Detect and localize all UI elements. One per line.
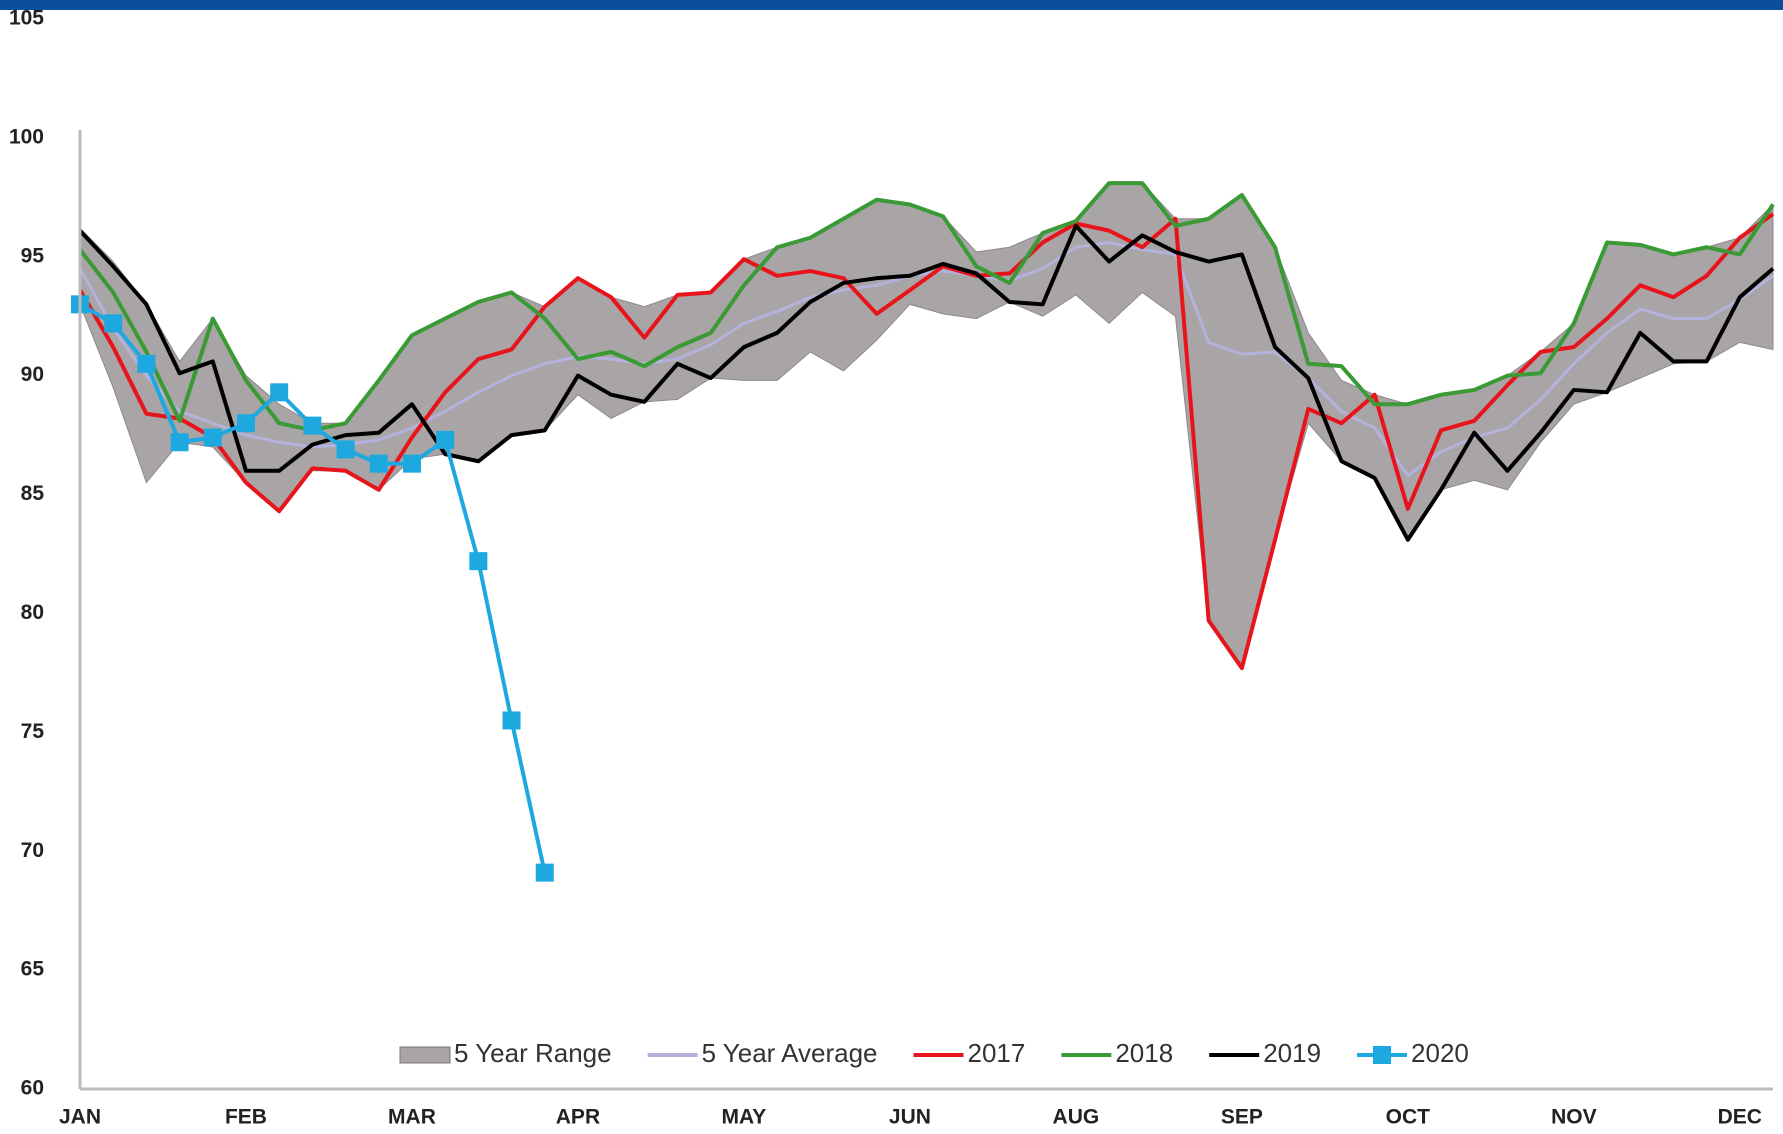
y-tick-label: 80 xyxy=(21,601,44,624)
marker xyxy=(170,433,189,452)
series-line xyxy=(78,181,1775,433)
legend-swatch xyxy=(399,1046,451,1064)
y-tick-label: 75 xyxy=(21,720,45,743)
legend-marker xyxy=(1373,1046,1392,1064)
marker xyxy=(270,383,289,402)
legend-label: 2019 xyxy=(1263,1038,1321,1068)
marker xyxy=(137,354,156,373)
marker xyxy=(469,552,488,571)
top-bar xyxy=(0,0,1783,10)
series-line xyxy=(78,212,1775,671)
marker xyxy=(369,454,388,473)
y-tick-label: 90 xyxy=(21,363,44,386)
marker xyxy=(402,454,421,473)
marker xyxy=(203,428,222,447)
legend-label: 5 Year Average xyxy=(702,1038,878,1068)
marker xyxy=(436,430,455,449)
series-line xyxy=(78,223,1775,542)
legend-label: 5 Year Range xyxy=(454,1038,612,1068)
series-line xyxy=(78,241,1774,478)
x-tick-label: JUN xyxy=(889,1106,931,1129)
x-tick-label: MAY xyxy=(722,1106,767,1129)
y-tick-label: 70 xyxy=(21,839,44,862)
legend-label: 2020 xyxy=(1411,1038,1469,1068)
x-tick-label: APR xyxy=(556,1106,600,1129)
y-tick-label: 60 xyxy=(21,1077,44,1100)
x-tick-label: SEP xyxy=(1221,1106,1263,1129)
marker xyxy=(104,314,123,333)
y-tick-label: 95 xyxy=(21,244,45,267)
y-tick-label: 100 xyxy=(9,125,44,148)
marker xyxy=(502,711,521,730)
marker xyxy=(303,416,322,435)
x-tick-label: FEB xyxy=(225,1106,267,1129)
marker xyxy=(535,863,554,882)
range-area xyxy=(79,182,1774,670)
y-tick-label: 105 xyxy=(9,7,44,30)
x-tick-label: JAN xyxy=(59,1106,101,1129)
x-tick-label: OCT xyxy=(1386,1106,1431,1129)
legend-label: 2018 xyxy=(1115,1038,1173,1068)
x-tick-label: MAR xyxy=(388,1106,436,1129)
marker xyxy=(236,414,255,433)
y-tick-label: 65 xyxy=(21,958,45,981)
x-tick-label: DEC xyxy=(1718,1106,1762,1129)
x-tick-label: NOV xyxy=(1551,1106,1597,1129)
y-tick-label: 85 xyxy=(21,482,45,505)
marker xyxy=(336,440,355,459)
x-tick-label: AUG xyxy=(1053,1106,1100,1129)
legend-label: 2017 xyxy=(968,1038,1026,1068)
